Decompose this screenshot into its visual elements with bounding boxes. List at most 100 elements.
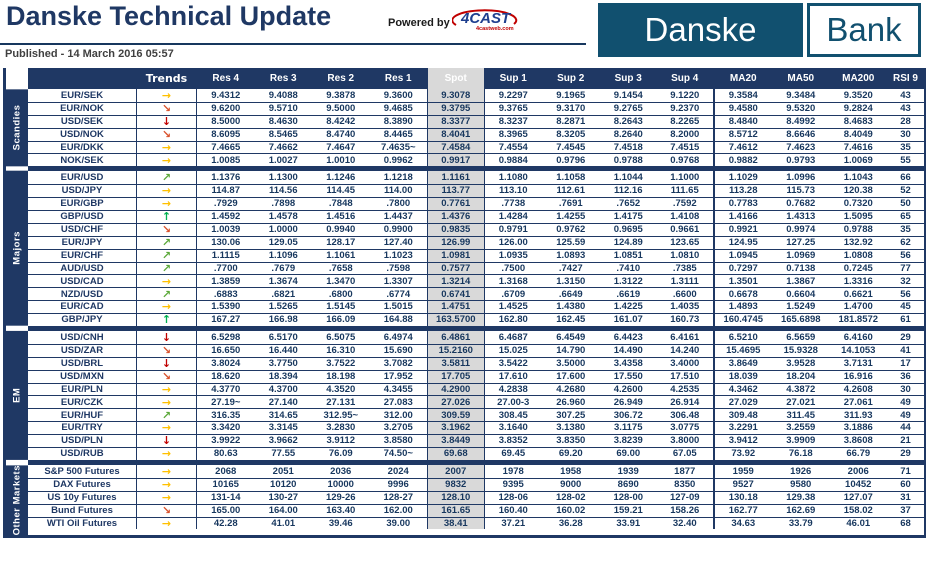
- trend-right-icon: →: [137, 517, 197, 530]
- spot-cell: 0.9917: [427, 154, 485, 167]
- pair-name: EUR/SEK: [28, 89, 137, 102]
- value-cell: 164.88: [383, 314, 413, 326]
- value-cell: 162.69: [786, 504, 816, 516]
- value-cell: 0.9940: [326, 224, 356, 236]
- value-cell: 1.1115: [211, 249, 240, 261]
- table-header-row: Trends Res 4 Res 3 Res 2 Res 1 Spot Sup 1 Sup 2…: [6, 68, 924, 89]
- separator-sidebar-gap: [6, 326, 28, 332]
- value-cell: 6.5210: [728, 331, 758, 343]
- value-cell: 34.63: [731, 517, 756, 529]
- fourcast-logo[interactable]: 4CAST 4castweb.com: [451, 5, 520, 40]
- value-cell: 10000: [327, 479, 354, 491]
- value-cell: 33.91: [616, 517, 641, 529]
- value-cell: 9580: [790, 479, 812, 491]
- pair-name: EUR/CHF: [28, 249, 137, 262]
- group-rows: USD/CNH ↓ 6.5298 6.5170 6.5075 6.4974 6.4861 6.…: [28, 331, 924, 460]
- value-cell: 113.10: [498, 185, 528, 197]
- value-cell: .7848: [328, 198, 353, 210]
- value-cell: 162.00: [383, 504, 413, 516]
- value-cell: 114.87: [211, 185, 241, 197]
- rsi-cell: 28: [900, 115, 911, 127]
- rsi-cell: 36: [900, 370, 911, 382]
- table-row: USD/CNH ↓ 6.5298 6.5170 6.5075 6.4974 6.4861 6.…: [28, 331, 924, 344]
- table-row: EUR/JPY ↗ 130.06 129.05 128.17 127.40 126.99 12…: [28, 235, 924, 249]
- value-cell: 0.6604: [786, 288, 816, 300]
- value-cell: .6774: [386, 288, 411, 300]
- value-cell: 7.4623: [786, 141, 816, 153]
- table-row: S&P 500 Futures → 2068 2051 2036 2024 2007 1978…: [28, 464, 924, 478]
- spot-cell: 2007: [427, 464, 485, 478]
- fourcast-logo-graphic: 4CAST 4castweb.com: [451, 9, 518, 32]
- value-cell: 7.4635~: [380, 141, 416, 153]
- column-header-sup-3: Sup 3: [614, 73, 642, 84]
- value-cell: 0.9788: [613, 154, 643, 166]
- pair-name: NZD/USD: [28, 288, 137, 301]
- table-row: USD/CHF ↘ 1.0039 1.0000 0.9940 0.9900 0.9835 0.…: [28, 222, 924, 236]
- value-cell: 0.9900: [383, 224, 413, 236]
- value-cell: 307.25: [556, 409, 586, 421]
- value-cell: 3.2291: [728, 422, 758, 434]
- trend-down-icon: ↓: [137, 435, 197, 448]
- value-cell: 1.4700: [843, 301, 873, 313]
- rsi-cell: 65: [900, 211, 911, 223]
- value-cell: 1.1246: [326, 172, 356, 184]
- value-cell: 1.5015: [383, 301, 413, 313]
- technical-table: Trends Res 4 Res 3 Res 2 Res 1 Spot Sup 1 Sup 2…: [3, 68, 926, 539]
- value-cell: 161.07: [613, 314, 643, 326]
- value-cell: 0.9762: [556, 224, 586, 236]
- value-cell: .7679: [271, 262, 296, 274]
- value-cell: 3.2830: [326, 422, 356, 434]
- value-cell: 6.4160: [843, 331, 873, 343]
- value-cell: 4.3770: [211, 383, 241, 395]
- value-cell: 306.48: [657, 409, 715, 422]
- danske-bank-logo: Danske Bank: [598, 3, 921, 57]
- value-cell: .7592: [657, 198, 715, 211]
- value-cell: 114.00: [383, 185, 413, 197]
- value-cell: 8.3205: [556, 128, 586, 140]
- trend-right-icon: →: [137, 464, 197, 478]
- value-cell: 8.5000: [211, 115, 241, 127]
- rsi-cell: 32: [900, 275, 911, 287]
- value-cell: 3.8649: [728, 358, 758, 369]
- trend-right-icon: →: [137, 275, 197, 288]
- value-cell: 123.65: [657, 236, 715, 249]
- fourcast-logo-subtext: 4castweb.com: [476, 26, 514, 32]
- rsi-cell: 77: [900, 262, 911, 274]
- value-cell: 3.4358: [613, 358, 643, 369]
- value-cell: .7691: [558, 198, 583, 210]
- value-cell: 3.7082: [383, 358, 413, 369]
- value-cell: 112.16: [613, 185, 643, 197]
- value-cell: .6649: [558, 288, 583, 300]
- value-cell: 3.3145: [268, 422, 298, 434]
- value-cell: 1.4516: [326, 211, 356, 223]
- fourcast-logo-text: 4CAST: [460, 10, 512, 27]
- value-cell: 309.48: [728, 409, 758, 421]
- trend-up-right-icon: ↗: [137, 263, 197, 275]
- value-cell: 4.3872: [786, 383, 816, 395]
- value-cell: 0.9695: [613, 224, 643, 236]
- value-cell: 3.1380: [556, 422, 586, 434]
- value-cell: 27.19~: [211, 396, 241, 408]
- pair-name: DAX Futures: [28, 478, 137, 491]
- value-cell: 131-14: [210, 491, 241, 503]
- value-cell: 1.3316: [843, 275, 873, 287]
- value-cell: 37.21: [501, 517, 526, 529]
- spot-cell: 7.4584: [427, 141, 485, 154]
- trend-right-icon: →: [137, 142, 197, 154]
- rsi-cell: 43: [900, 103, 911, 115]
- value-cell: 160.40: [498, 504, 528, 516]
- value-cell: 27.029: [728, 396, 758, 408]
- value-cell: 41.01: [271, 517, 296, 529]
- table-row: EUR/HUF ↗ 316.35 314.65 312.95~ 312.00 309.59 3…: [28, 408, 924, 422]
- value-cell: 1.5265: [268, 301, 298, 313]
- table-row: DAX Futures → 10165 10120 10000 9996 9832 9395 9…: [28, 477, 924, 491]
- value-cell: 128.17: [326, 236, 356, 248]
- separator-sidebar-gap: [6, 166, 28, 172]
- spot-cell: 17.705: [427, 370, 485, 383]
- spot-cell: 4.2900: [427, 383, 485, 396]
- value-cell: 112.61: [556, 185, 586, 197]
- value-cell: 1959: [732, 465, 754, 477]
- pair-name: USD/JPY: [28, 185, 137, 198]
- value-cell: 124.95: [728, 236, 758, 248]
- value-cell: 9.4580: [728, 103, 758, 115]
